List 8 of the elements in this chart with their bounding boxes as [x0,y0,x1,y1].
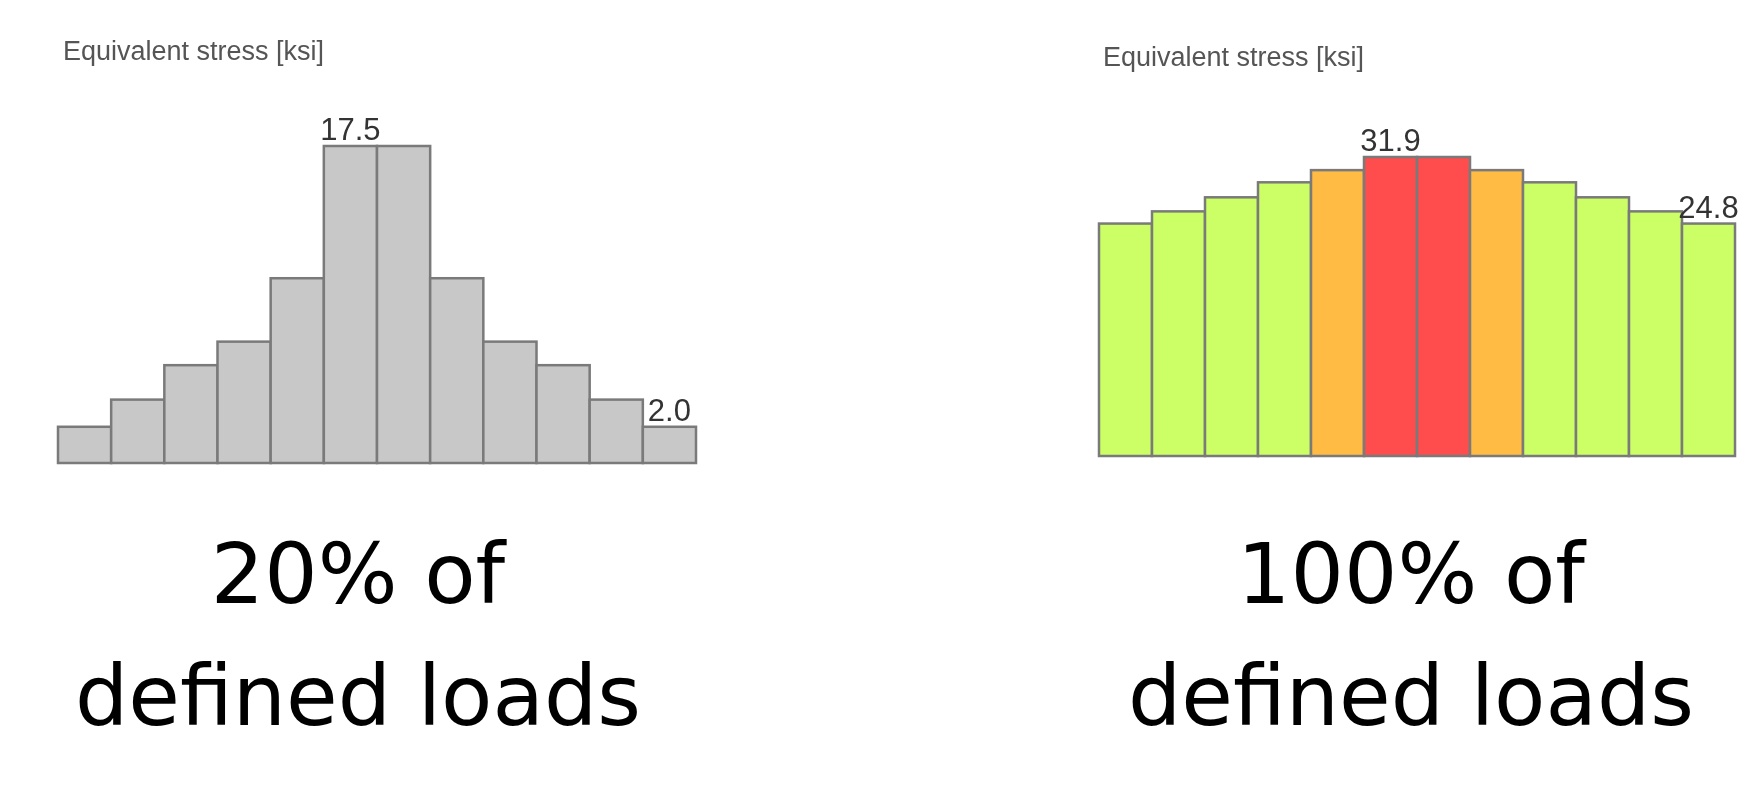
data-label: 2.0 [647,392,691,428]
text: 20% of defined loads [74,525,642,745]
data-label: 31.9 [1360,123,1421,158]
data-label: 24.8 [1678,189,1739,225]
chart-title: Equivalent stress [ksi] [1103,42,1365,72]
chart-title: Equivalent stress [ksi] [63,36,325,66]
text: 100% of defined loads [1127,525,1695,745]
data-label: 17.5 [320,112,381,147]
